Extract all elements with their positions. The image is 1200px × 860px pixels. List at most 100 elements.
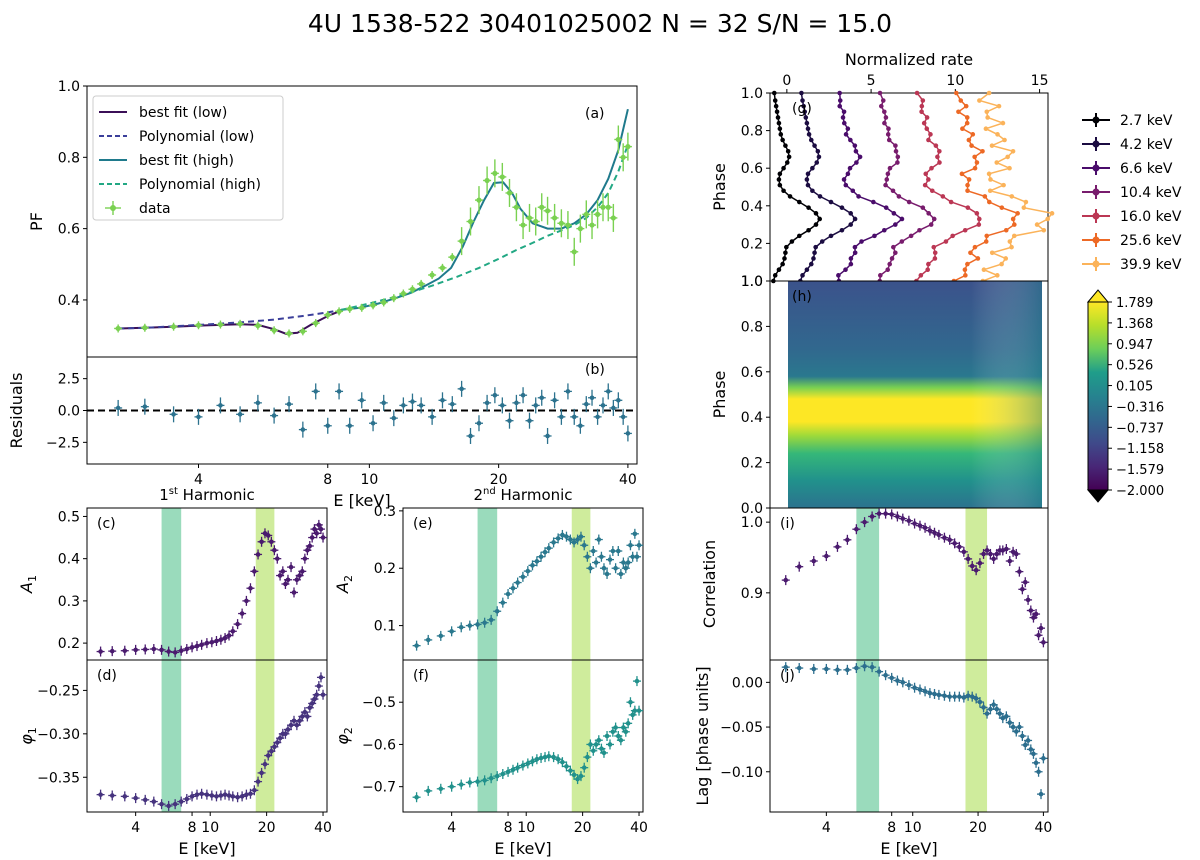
profile-point-g	[837, 103, 843, 109]
data-point-i	[969, 563, 975, 569]
data-point-c	[277, 573, 283, 578]
panel-frame-d	[86, 659, 328, 813]
data-point-j	[957, 694, 962, 699]
profile-point-g	[896, 194, 902, 199]
data-point-a	[610, 215, 616, 221]
data-point-b	[429, 414, 435, 420]
data-point-j	[783, 664, 789, 670]
data-point-c	[302, 556, 308, 561]
profile-point-g	[781, 165, 786, 171]
data-point-a	[589, 222, 595, 228]
data-point-j	[889, 675, 894, 681]
data-point-a	[558, 220, 564, 226]
data-point-j	[952, 694, 957, 699]
data-point-b	[391, 415, 397, 421]
data-point-a	[615, 136, 621, 143]
profile-point-g	[965, 261, 970, 267]
x-tick-label-d: 10	[201, 820, 219, 836]
data-point-d	[259, 770, 264, 776]
data-point-d	[299, 714, 305, 719]
profile-point-g	[984, 109, 990, 115]
profile-point-g	[989, 143, 995, 148]
data-point-f	[599, 746, 604, 751]
data-point-i	[927, 528, 933, 533]
profile-point-g	[919, 103, 925, 109]
data-point-a	[325, 312, 331, 318]
profile-point-g	[777, 126, 783, 132]
profile-point-g	[841, 120, 847, 126]
profile-point-g	[950, 233, 955, 239]
data-point-i	[889, 512, 894, 517]
profile-point-g	[843, 182, 849, 188]
data-point-j	[869, 664, 875, 670]
profile-point-g	[797, 199, 802, 205]
data-point-e	[568, 537, 573, 542]
data-point-i	[1020, 587, 1025, 592]
data-point-a	[594, 211, 601, 217]
data-point-f	[575, 776, 580, 782]
profile-point-g	[1010, 216, 1016, 222]
legend-a: best fit (low) Polynomial (low) best fit (…	[92, 95, 284, 221]
shaded-band-d	[161, 660, 182, 812]
data-point-j	[965, 693, 971, 699]
data-point-c	[109, 648, 115, 654]
x-axis-label-d: E [keV]	[178, 839, 235, 858]
data-point-e	[610, 548, 616, 554]
data-point-j	[1028, 747, 1034, 752]
profile-line-g	[772, 92, 821, 282]
data-point-e	[607, 557, 613, 562]
profile-point-g	[885, 267, 891, 273]
profile-point-g	[828, 199, 834, 205]
profile-point-g	[853, 148, 859, 154]
data-point-a	[552, 215, 558, 221]
legend-label-g: 2.7 keV	[1120, 113, 1173, 129]
profile-point-g	[983, 239, 989, 244]
profile-point-g	[996, 103, 1002, 109]
data-point-b	[459, 386, 464, 392]
data-point-b	[271, 413, 277, 418]
y-tick-label-e: 0.3	[374, 504, 396, 520]
profile-point-g	[972, 244, 978, 250]
profile-point-g	[872, 233, 877, 239]
data-point-f	[625, 721, 631, 726]
x-tick-label-d: 40	[314, 820, 332, 836]
y-axis-label-g: Phase	[710, 163, 729, 211]
data-point-d	[277, 735, 283, 741]
profile-point-g	[776, 120, 782, 126]
data-point-i	[906, 518, 912, 524]
profile-point-g	[956, 109, 961, 115]
data-point-f	[482, 778, 487, 783]
x-tick-label-j: 40	[1034, 820, 1052, 836]
data-point-a	[625, 144, 631, 150]
profile-point-g	[804, 120, 810, 126]
data-point-d	[285, 727, 291, 732]
data-point-f	[581, 765, 587, 770]
colorbar-tick-label: −0.316	[1116, 400, 1164, 415]
profile-point-g	[1041, 227, 1047, 233]
legend-swatch-g	[1092, 212, 1100, 220]
legend-swatch-a	[110, 205, 116, 211]
data-point-b	[171, 412, 176, 417]
data-point-i	[922, 525, 928, 531]
data-point-b	[533, 403, 539, 408]
data-point-e	[510, 586, 516, 591]
x-tick-label-g: 10	[946, 73, 964, 89]
data-point-j	[1025, 738, 1031, 743]
data-point-a	[400, 290, 406, 297]
data-point-i	[932, 530, 937, 536]
data-point-f	[488, 775, 494, 781]
data-point-e	[599, 554, 604, 560]
data-point-c	[285, 577, 291, 583]
data-point-i	[869, 514, 875, 519]
profile-point-g	[859, 239, 864, 244]
data-point-i	[965, 556, 971, 562]
data-point-i	[936, 532, 942, 538]
data-point-b	[468, 433, 473, 439]
profile-point-g	[813, 244, 818, 250]
data-point-d	[272, 744, 277, 750]
profile-line-g	[799, 92, 857, 282]
profile-point-g	[816, 154, 822, 160]
data-point-f	[618, 737, 624, 743]
y-tick-label-h: 1.0	[741, 274, 763, 290]
data-point-f	[634, 678, 640, 684]
